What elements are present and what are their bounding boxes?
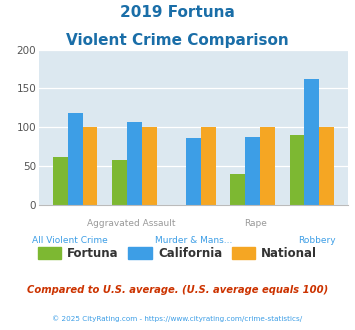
Bar xyxy=(319,127,334,205)
Bar xyxy=(230,174,245,205)
Text: 2019 Fortuna: 2019 Fortuna xyxy=(120,5,235,20)
Bar xyxy=(83,127,97,205)
Bar xyxy=(201,127,215,205)
Bar xyxy=(260,127,275,205)
Text: Robbery: Robbery xyxy=(298,236,336,245)
Bar xyxy=(68,113,83,205)
Bar xyxy=(112,160,127,205)
Text: Rape: Rape xyxy=(244,219,267,228)
Text: All Violent Crime: All Violent Crime xyxy=(32,236,108,245)
Legend: Fortuna, California, National: Fortuna, California, National xyxy=(33,242,322,264)
Bar xyxy=(53,157,68,205)
Text: Violent Crime Comparison: Violent Crime Comparison xyxy=(66,33,289,48)
Bar xyxy=(142,127,157,205)
Bar xyxy=(304,79,319,205)
Text: Murder & Mans...: Murder & Mans... xyxy=(155,236,232,245)
Bar xyxy=(290,135,304,205)
Text: © 2025 CityRating.com - https://www.cityrating.com/crime-statistics/: © 2025 CityRating.com - https://www.city… xyxy=(53,315,302,322)
Bar xyxy=(127,122,142,205)
Text: Aggravated Assault: Aggravated Assault xyxy=(87,219,176,228)
Text: Compared to U.S. average. (U.S. average equals 100): Compared to U.S. average. (U.S. average … xyxy=(27,285,328,295)
Bar xyxy=(245,137,260,205)
Bar xyxy=(186,138,201,205)
